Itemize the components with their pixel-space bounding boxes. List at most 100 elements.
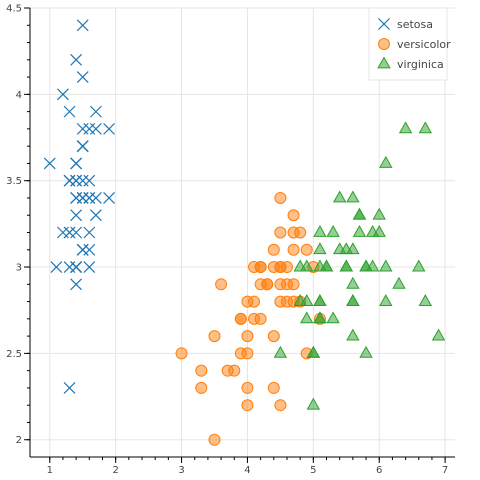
setosa-point [57,88,69,101]
setosa-point [89,209,102,222]
legend-marker-virginica [377,56,391,69]
virginica-point [313,242,327,255]
data-points [43,19,446,446]
y-tick-label: 2 [16,435,22,446]
setosa-point [63,174,76,187]
versicolor-point [274,295,287,308]
versicolor-point [294,226,307,239]
virginica-point [273,345,288,358]
versicolor-point [274,191,287,204]
x-tick-label: 1 [47,465,53,476]
setosa-point [63,105,76,118]
virginica-point [359,259,373,272]
setosa-point [83,243,96,256]
y-tick-label: 4.5 [6,4,22,15]
virginica-point [306,397,321,410]
versicolor-point [254,261,267,274]
y-tick-label: 2.5 [6,349,22,360]
virginica-point [398,121,413,134]
versicolor-point [274,278,287,291]
virginica-point [352,207,367,220]
setosa-point [70,157,83,170]
virginica-point [379,155,393,168]
legend-label-setosa: setosa [397,18,433,31]
versicolor-point [287,278,300,291]
versicolor-point [248,295,261,308]
virginica-point [346,242,360,255]
setosa-point [63,226,76,239]
virginica-point [372,207,386,220]
virginica-point [332,190,347,203]
setosa-point [50,261,63,273]
setosa-point [70,278,83,291]
virginica-point [418,294,433,306]
virginica-point [326,224,340,237]
versicolor-point [208,433,221,446]
setosa-point [76,192,89,204]
versicolor-point [241,330,254,343]
versicolor-point [234,312,247,325]
versicolor-point [175,347,188,360]
virginica-point [431,328,446,341]
virginica-point [392,276,406,289]
versicolor-point [215,278,228,291]
versicolor-point [241,399,254,412]
virginica-point [313,259,327,272]
legend-item-virginica: virginica [377,56,444,71]
virginica-point [326,311,340,324]
legend-item-setosa: setosa [378,18,433,31]
setosa-point [76,122,89,135]
setosa-point [83,226,96,239]
versicolor-point [261,278,274,291]
virginica-point [359,345,373,358]
versicolor-point [267,330,280,343]
versicolor-point [267,243,280,256]
setosa-point [83,261,96,273]
y-tick-label: 3 [16,263,22,274]
setosa-point [76,71,89,84]
virginica-point [418,121,433,134]
versicolor-point [254,312,267,325]
versicolor-point [287,243,300,256]
versicolor-point [280,261,293,274]
versicolor-point [195,381,208,394]
legend-item-versicolor: versicolor [378,38,451,51]
virginica-point [306,345,321,358]
setosa-point [89,192,102,204]
versicolor-point [195,364,208,377]
virginica-point [346,190,360,203]
x-tick-label: 2 [112,465,118,476]
setosa-point [103,122,115,135]
setosa-point [76,140,89,153]
virginica-point [379,294,393,306]
versicolor-series [175,191,326,446]
virginica-point [346,294,360,306]
virginica-point [346,328,360,341]
setosa-point [76,19,89,32]
setosa-point [89,105,102,118]
versicolor-point [274,399,287,412]
legend-label-virginica: virginica [397,58,444,71]
legend-label-versicolor: versicolor [397,38,451,51]
versicolor-point [267,381,280,394]
versicolor-point [241,347,254,360]
virginica-point [300,311,314,324]
y-tick-label: 3.5 [6,176,22,187]
virginica-point [339,259,353,272]
virginica-point [293,294,307,306]
setosa-point [83,174,96,187]
setosa-point [70,53,83,66]
x-tick-label: 5 [310,465,316,476]
setosa-point [70,261,83,273]
setosa-point [43,157,56,170]
legend-marker-versicolor [378,38,390,50]
virginica-point [332,242,347,255]
legend-marker-setosa [378,18,390,30]
setosa-point [83,192,96,204]
axes: 1 2 3 4 5 6 7 2 2.5 3 3.5 4 4.5 [6,4,455,476]
y-tick-label: 4 [16,90,22,101]
virginica-point [313,294,327,306]
virginica-point [352,224,367,237]
